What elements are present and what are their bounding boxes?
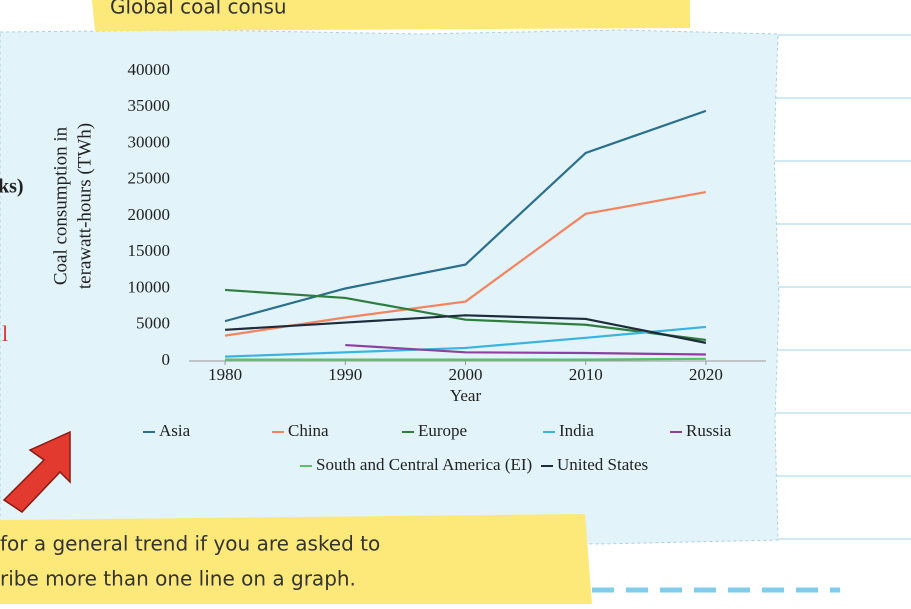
x-axis-label: Year: [450, 386, 482, 405]
x-tick-label: 2020: [689, 365, 723, 384]
x-tick-label: 2000: [448, 365, 482, 384]
side-text: ks): [0, 176, 24, 198]
y-tick-label: 5000: [136, 314, 170, 333]
top-note: [92, 0, 690, 31]
y-tick-label: 20000: [128, 205, 171, 224]
y-tick-label: 15000: [128, 241, 171, 260]
bottom-note-text: for a general trend if you are asked to: [0, 532, 380, 556]
bottom-note: [0, 514, 592, 604]
y-tick-label: 30000: [128, 132, 171, 151]
chart: 0 5000 10000 15000 20000 25000 30000 35000 40000…: [50, 60, 766, 474]
x-tick-label: 2010: [569, 365, 603, 384]
y-tick-label: 40000: [128, 60, 171, 79]
y-axis-label: terawatt-hours (TWh): [74, 123, 95, 289]
y-tick-label: 0: [162, 350, 171, 369]
legend-label: Europe: [418, 421, 467, 440]
top-note-text: Global coal consu: [110, 0, 287, 19]
x-tick-label: 1980: [208, 365, 242, 384]
y-axis-label: Coal consumption in: [50, 126, 71, 285]
series-line: [224, 190, 707, 337]
legend-label: United States: [557, 455, 648, 474]
legend-label: Russia: [686, 421, 732, 440]
series-line: [224, 288, 707, 342]
bottom-note-text: ribe more than one line on a graph.: [0, 567, 356, 591]
y-tick-label: 10000: [128, 277, 171, 296]
series-line: [224, 109, 707, 323]
y-tick-label: 35000: [128, 96, 171, 115]
series-line: [224, 314, 707, 344]
chart-panel: [0, 29, 780, 546]
series-line: [345, 343, 706, 356]
series-line: [225, 325, 706, 358]
legend-label: Asia: [159, 421, 191, 440]
x-tick-label: 1990: [328, 365, 362, 384]
y-tick-label: 25000: [128, 169, 171, 188]
series-line: [225, 357, 706, 361]
legend-label: South and Central America (EI): [316, 455, 532, 474]
legend-label: China: [288, 421, 329, 440]
ruled-lines: [775, 34, 911, 540]
side-mark: l: [2, 321, 8, 346]
legend-label: India: [559, 421, 594, 440]
arrow: [2, 430, 71, 513]
